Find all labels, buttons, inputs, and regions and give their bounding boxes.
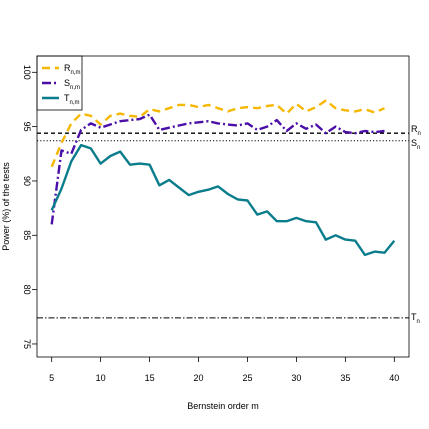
- y-tick-label: 90: [22, 176, 32, 186]
- plot-frame: [36, 55, 410, 358]
- x-tick-label: 20: [194, 373, 204, 383]
- y-axis-title: Power (%) of the tests: [1, 162, 11, 251]
- reference-label-r: Rn: [411, 124, 421, 137]
- y-tick-label: 80: [22, 285, 32, 295]
- series-line-t: [50, 143, 396, 257]
- x-tick-label: 40: [389, 373, 399, 383]
- x-tick-label: 25: [242, 373, 252, 383]
- x-axis-title: Bernstein order m: [187, 401, 259, 411]
- y-tick-label: 85: [22, 230, 32, 240]
- reference-label-s: Sn: [411, 138, 420, 151]
- x-tick-label: 15: [145, 373, 155, 383]
- y-tick-label: 75: [22, 339, 32, 349]
- x-tick-label: 35: [340, 373, 350, 383]
- legend-label-r: Rn,m: [64, 63, 81, 76]
- reference-label-t: Tn: [411, 312, 420, 325]
- y-tick-label: 100: [22, 65, 32, 80]
- y-tick-label: 95: [22, 122, 32, 132]
- series-line-s: [50, 113, 385, 225]
- legend-label-s: Sn,m: [64, 78, 80, 91]
- x-tick-label: 30: [291, 373, 301, 383]
- series-line-r: [50, 99, 385, 168]
- x-tick-label: 5: [49, 373, 54, 383]
- x-tick-label: 10: [96, 373, 106, 383]
- legend-label-t: Tn,m: [64, 93, 80, 106]
